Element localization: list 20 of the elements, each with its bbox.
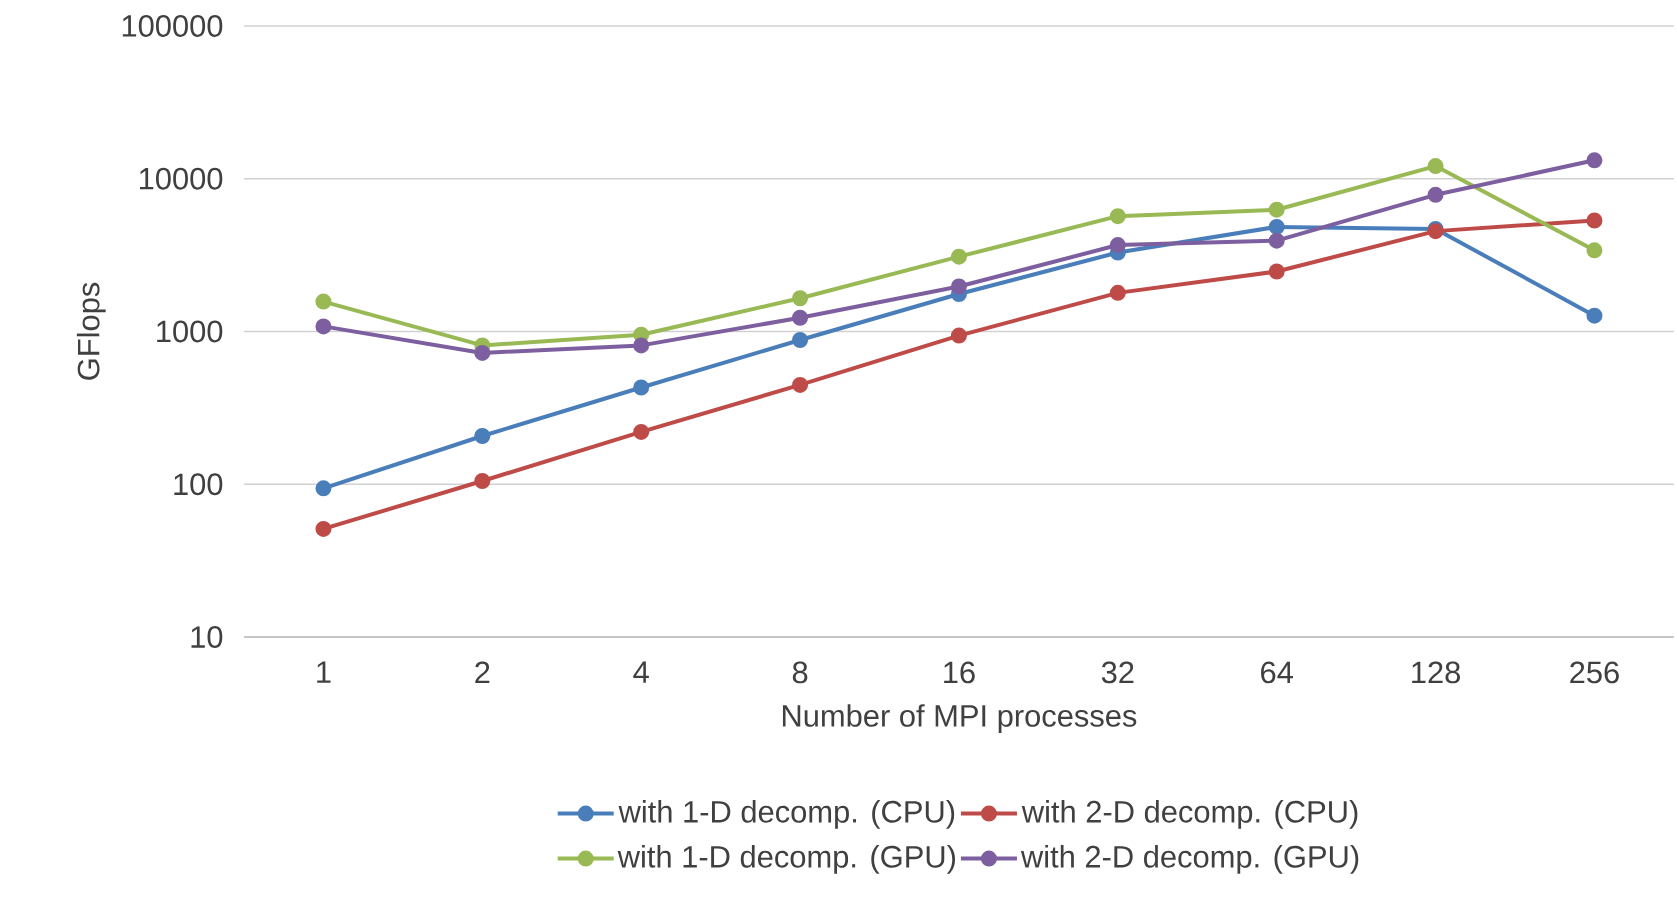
x-axis-title: Number of MPI processes [782,704,1137,733]
x-tick-label: 2 [475,661,490,684]
legend-label: with 2-D decomp. (GPU) [1020,845,1359,874]
x-tick-label: 128 [1412,661,1460,684]
x-tick-label: 1 [317,661,331,683]
y-tick-label: 1000 [157,320,223,343]
x-tick-label: 4 [633,661,649,683]
x-tick-label: 64 [1261,661,1293,684]
x-tick-label: 256 [1570,661,1619,684]
x-tick-label: 32 [1101,661,1134,684]
y-tick-label: 10000 [139,167,223,190]
legend-label: with 2-D decomp. (CPU) [1021,800,1358,829]
y-tick-label: 10 [191,626,223,648]
x-tick-label: 8 [792,661,808,684]
y-tick-label: 100 [174,473,223,496]
x-tick-label: 16 [944,661,975,684]
legend-label: with 1-D decomp. (CPU) [618,800,955,829]
legend-label: with 1-D decomp. (GPU) [617,845,955,874]
y-axis-title: GFlops [76,282,106,380]
y-tick-label: 100000 [122,15,223,37]
